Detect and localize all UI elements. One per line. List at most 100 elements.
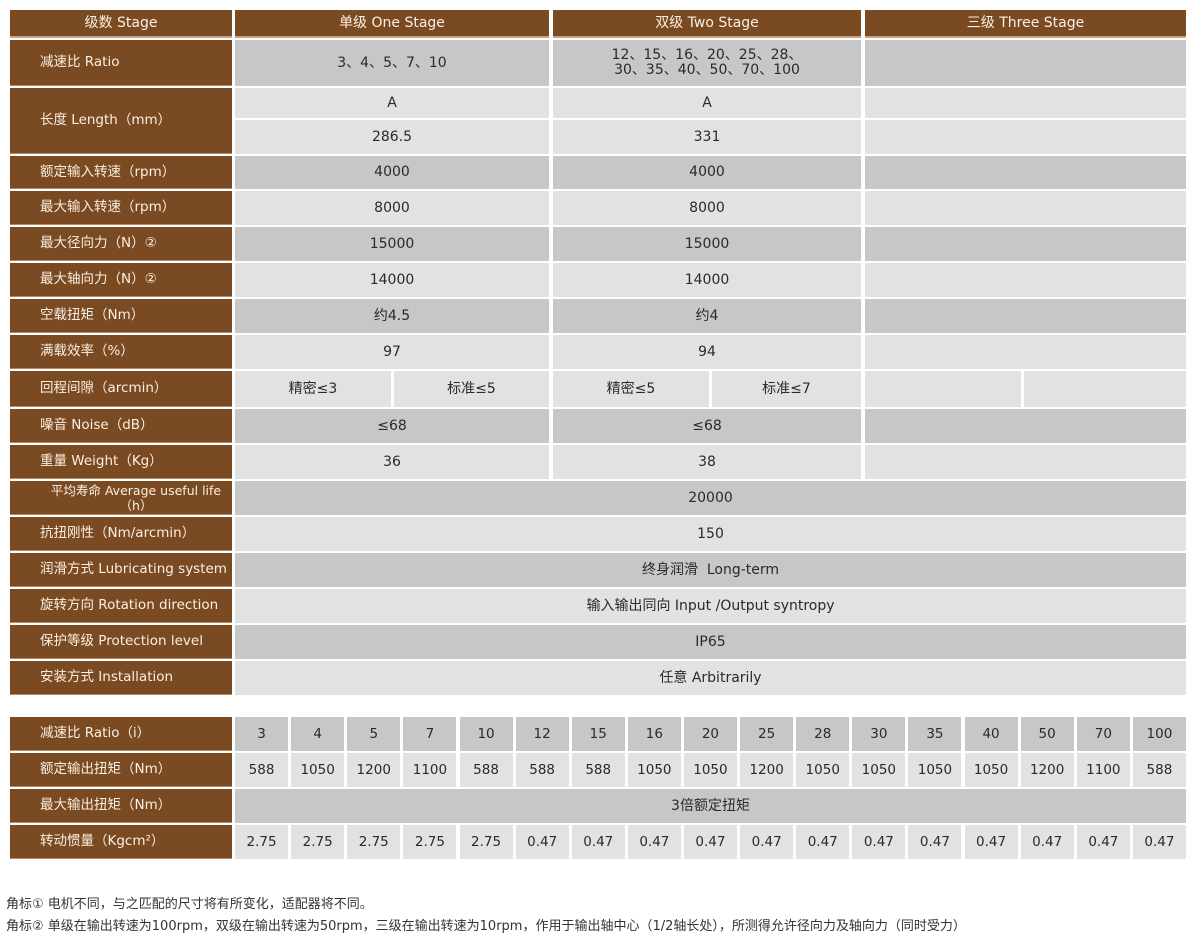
ratio-cell: 4 <box>291 717 345 751</box>
inertia-cell: 0.47 <box>740 825 794 859</box>
rated-torque-cell: 1050 <box>796 753 850 787</box>
installation-value: 任意 Arbitrarily <box>235 661 1186 695</box>
rated-torque-cell: 588 <box>515 753 569 787</box>
lubrication-value: 终身润滑 Long-term <box>235 553 1186 587</box>
max-axial-force-three <box>865 263 1186 297</box>
life-label: 平均寿命 Average useful life（h） <box>10 481 232 515</box>
inertia-cell: 0.47 <box>515 825 569 859</box>
inertia-cell: 2.75 <box>459 825 513 859</box>
ratio-cell: 5 <box>347 717 401 751</box>
inertia-cell: 0.47 <box>1132 825 1186 859</box>
rated-torque-cell: 588 <box>571 753 625 787</box>
ratio-cell: 15 <box>571 717 625 751</box>
inertia-cell: 0.47 <box>627 825 681 859</box>
inertia-cell: 2.75 <box>235 825 289 859</box>
rated-torque-cell: 1050 <box>964 753 1018 787</box>
stiffness-label: 抗扭刚性（Nm/arcmin） <box>10 517 232 551</box>
efficiency-one: 97 <box>235 335 549 369</box>
stiffness-value: 150 <box>235 517 1186 551</box>
lubrication-label: 润滑方式 Lubricating system <box>10 553 232 587</box>
length-two-value: 331 <box>553 120 861 154</box>
backlash-one-precise: 精密≤3 <box>235 371 391 407</box>
rated-input-speed-label: 额定输入转速（rpm） <box>10 156 232 189</box>
efficiency-three <box>865 335 1186 369</box>
weight-two: 38 <box>553 445 861 479</box>
rated-torque-cell: 1200 <box>1020 753 1074 787</box>
rated-input-speed-one: 4000 <box>235 156 549 189</box>
rated-output-torque-label: 额定输出扭矩（Nm） <box>10 753 232 787</box>
ratio-cell: 30 <box>852 717 906 751</box>
ratio-cell: 10 <box>459 717 513 751</box>
noise-one: ≤68 <box>235 409 549 443</box>
max-radial-force-two: 15000 <box>553 227 861 261</box>
rated-torque-cell: 588 <box>459 753 513 787</box>
backlash-three-precise <box>865 371 1021 407</box>
backlash-label: 回程间隙（arcmin） <box>10 371 232 407</box>
ratio-cell: 40 <box>964 717 1018 751</box>
backlash-two-standard: 标准≤7 <box>712 371 861 407</box>
noise-three <box>865 409 1186 443</box>
rated-torque-cell: 1050 <box>291 753 345 787</box>
installation-label: 安装方式 Installation <box>10 661 232 695</box>
stage-header-three: 三级 Three Stage <box>865 10 1186 38</box>
ratio-cell: 20 <box>683 717 737 751</box>
inertia-cell: 0.47 <box>908 825 962 859</box>
length-three-code <box>865 88 1186 118</box>
inertia-cell: 0.47 <box>571 825 625 859</box>
rated-torque-cell: 1050 <box>683 753 737 787</box>
no-load-torque-one: 约4.5 <box>235 299 549 333</box>
inertia-cell: 0.47 <box>683 825 737 859</box>
ratio-i-label: 减速比 Ratio（i） <box>10 717 232 751</box>
max-axial-force-one: 14000 <box>235 263 549 297</box>
ratio-cell: 50 <box>1020 717 1074 751</box>
ratio-cell: 3 <box>235 717 289 751</box>
ratio-one: 3、4、5、7、10 <box>235 40 549 86</box>
weight-three <box>865 445 1186 479</box>
weight-one: 36 <box>235 445 549 479</box>
ratio-three <box>865 40 1186 86</box>
max-input-speed-label: 最大输入转速（rpm） <box>10 191 232 225</box>
protection-label: 保护等级 Protection level <box>10 625 232 659</box>
no-load-torque-two: 约4 <box>553 299 861 333</box>
max-input-speed-three <box>865 191 1186 225</box>
max-radial-force-three <box>865 227 1186 261</box>
ratio-two: 12、15、16、20、25、28、 30、35、40、50、70、100 <box>553 40 861 86</box>
rated-torque-cell: 588 <box>235 753 289 787</box>
max-radial-force-one: 15000 <box>235 227 549 261</box>
ratio-cell: 28 <box>796 717 850 751</box>
backlash-three-standard <box>1024 371 1186 407</box>
length-three-value <box>865 120 1186 154</box>
ratio-cell: 35 <box>908 717 962 751</box>
inertia-cell: 0.47 <box>964 825 1018 859</box>
rated-torque-cell: 1100 <box>403 753 457 787</box>
ratio-cell: 100 <box>1132 717 1186 751</box>
inertia-label: 转动惯量（Kgcm²） <box>10 825 232 859</box>
max-output-torque-label: 最大输出扭矩（Nm） <box>10 789 232 823</box>
inertia-cell: 2.75 <box>291 825 345 859</box>
max-input-speed-one: 8000 <box>235 191 549 225</box>
stage-header-label: 级数 Stage <box>10 10 232 38</box>
inertia-cell: 0.47 <box>796 825 850 859</box>
stage-header-two: 双级 Two Stage <box>553 10 861 38</box>
inertia-cell: 0.47 <box>1020 825 1074 859</box>
length-one-value: 286.5 <box>235 120 549 154</box>
no-load-torque-label: 空载扭矩（Nm） <box>10 299 232 333</box>
ratio-cell: 16 <box>627 717 681 751</box>
protection-value: IP65 <box>235 625 1186 659</box>
rated-input-speed-two: 4000 <box>553 156 861 189</box>
stage-header-one: 单级 One Stage <box>235 10 549 38</box>
rated-torque-cell: 1050 <box>908 753 962 787</box>
max-radial-force-label: 最大径向力（N）② <box>10 227 232 261</box>
ratio-two-line2: 30、35、40、50、70、100 <box>614 62 800 78</box>
ratio-cell: 7 <box>403 717 457 751</box>
rated-input-speed-three <box>865 156 1186 189</box>
no-load-torque-three <box>865 299 1186 333</box>
max-axial-force-two: 14000 <box>553 263 861 297</box>
efficiency-label: 满载效率（%） <box>10 335 232 369</box>
life-value: 20000 <box>235 481 1186 515</box>
rotation-label: 旋转方向 Rotation direction <box>10 589 232 623</box>
noise-two: ≤68 <box>553 409 861 443</box>
rated-torque-cell: 1100 <box>1076 753 1130 787</box>
inertia-cell: 0.47 <box>1076 825 1130 859</box>
